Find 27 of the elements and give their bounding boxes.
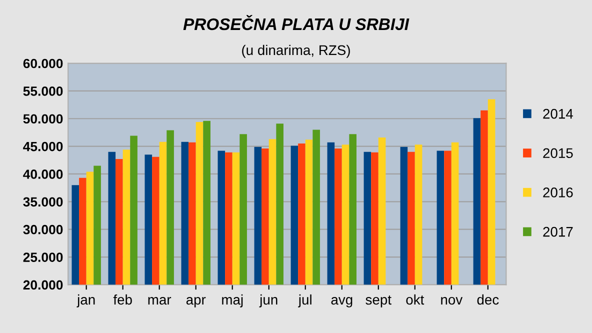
x-tick-label: jul xyxy=(298,294,312,308)
legend-label: 2017 xyxy=(543,226,573,237)
x-tick-label: nov xyxy=(441,297,463,305)
y-tick-label: 35.000 xyxy=(23,197,63,207)
y-tick-label: 45.000 xyxy=(23,142,63,152)
y-tick-label: 50.000 xyxy=(23,114,63,124)
y-tick-label: 55.000 xyxy=(23,86,63,96)
chart-subtitle: (u dinarima, RZS) xyxy=(242,44,350,58)
x-tick-label: dec xyxy=(477,294,499,305)
y-tick-label: 25.000 xyxy=(23,252,63,262)
legend-label: 2016 xyxy=(543,188,573,198)
chart-title: PROSEČNA PLATA U SRBIJI xyxy=(183,15,410,30)
x-tick-label: maj xyxy=(222,294,243,308)
x-tick-label: feb xyxy=(113,294,132,305)
x-tick-label: sept xyxy=(366,296,392,308)
y-tick-label: 20.000 xyxy=(23,280,63,290)
x-tick-label: avg xyxy=(331,297,352,308)
x-tick-label: apr xyxy=(186,297,206,308)
legend-label: 2014 xyxy=(543,108,573,119)
legend-label: 2015 xyxy=(543,148,573,158)
x-tick-label: jun xyxy=(259,294,278,308)
x-tick-label: mar xyxy=(148,297,172,305)
y-tick-label: 30.000 xyxy=(23,224,63,234)
y-tick-label: 40.000 xyxy=(23,170,63,179)
x-tick-label: jan xyxy=(76,294,95,308)
y-tick-label: 60.000 xyxy=(23,58,63,68)
x-tick-label: okt xyxy=(406,294,424,305)
